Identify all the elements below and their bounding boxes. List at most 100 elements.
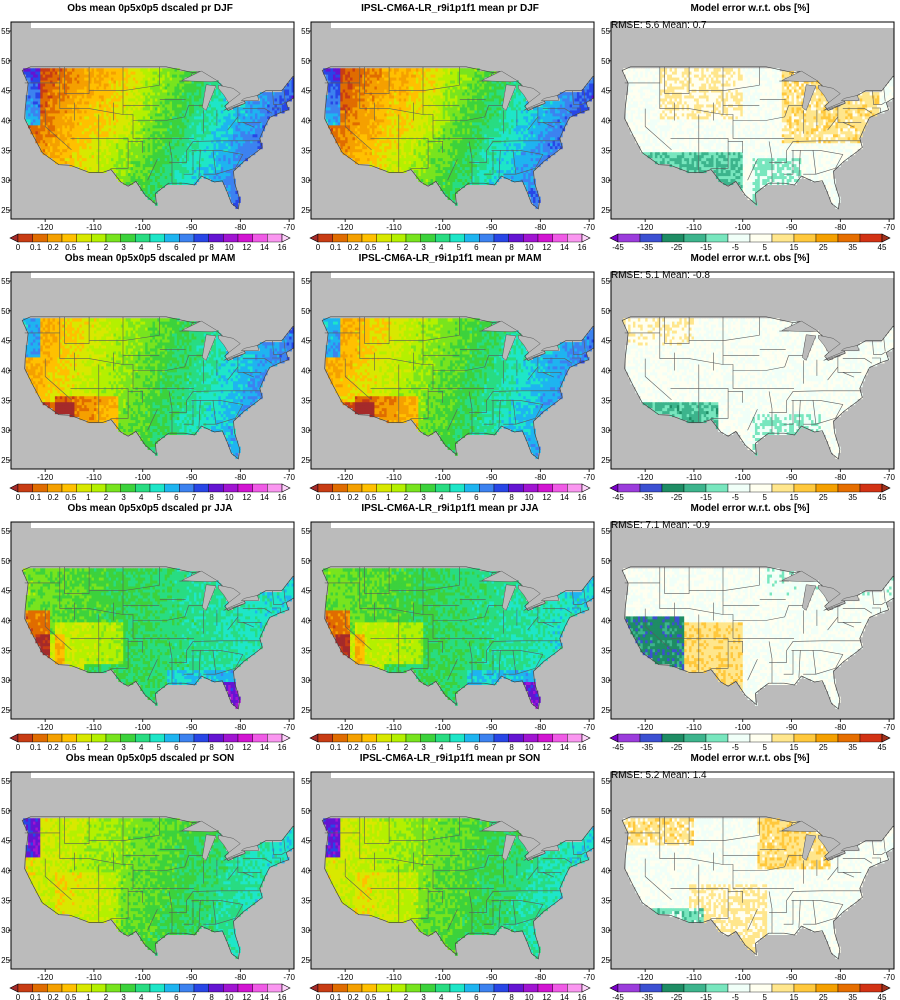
colorbar-label: -45 (612, 243, 624, 250)
colorbar-label: -25 (671, 243, 683, 250)
colorbar-label: 0.2 (348, 243, 360, 250)
map-panel: IPSL-CM6A-LR_r9i1p1f1 mean pr DJF -120 -11… (300, 0, 600, 250)
lat-tick-label: 55 (601, 277, 610, 286)
colorbar-label: 0.1 (330, 993, 342, 1000)
lon-tick-label: -100 (435, 973, 452, 982)
lat-tick-label: 35 (601, 146, 610, 155)
lat-tick-label: 45 (601, 837, 610, 846)
colorbar: -45 -35 -25 -15 -5 5 15 25 35 45 (609, 233, 891, 250)
colorbar-label: 1 (386, 243, 391, 250)
colorbar-label: 16 (278, 243, 287, 250)
lon-tick-label: -70 (583, 473, 595, 482)
lat-tick-label: 25 (601, 456, 610, 465)
map-plot: -120 -110 -100 -90 -80 -70 25 30 35 40 45 50 55 -45 -3… (601, 21, 895, 250)
lat-tick-label: 25 (601, 706, 610, 715)
colorbar-label: -45 (612, 493, 624, 500)
colorbar-label: 14 (560, 993, 569, 1000)
lat-tick-label: 40 (1, 867, 10, 876)
lat-tick-label: 40 (601, 117, 610, 126)
colorbar-label: 12 (542, 493, 551, 500)
lon-tick-label: -70 (883, 223, 895, 232)
lat-tick-label: 55 (301, 777, 310, 786)
colorbar-label: 16 (278, 493, 287, 500)
colorbar-label: 0.1 (30, 743, 42, 750)
colorbar-label: 14 (260, 243, 269, 250)
colorbar-label: 7 (492, 743, 497, 750)
gridded-field (323, 568, 594, 709)
colorbar-label: 10 (225, 243, 234, 250)
lat-tick-label: 55 (1, 527, 10, 536)
colorbar: 0 0.1 0.2 0.5 1 2 3 4 5 6 7 8 10 12 14 16 (9, 983, 291, 1000)
state-boundaries (21, 316, 294, 460)
lon-tick-label: -80 (835, 973, 847, 982)
colorbar: -45 -35 -25 -15 -5 5 15 25 35 45 (609, 983, 891, 1000)
colorbar-label: 16 (278, 743, 287, 750)
colorbar-label: 3 (421, 493, 426, 500)
lat-tick-label: 35 (1, 896, 10, 905)
lat-tick-label: 55 (1, 27, 10, 36)
lon-tick-label: -100 (735, 223, 752, 232)
colorbar-label: 25 (819, 493, 828, 500)
lon-tick-label: -110 (386, 973, 402, 982)
lat-tick-label: 40 (301, 117, 310, 126)
lat-tick-label: 50 (601, 307, 610, 316)
lat-tick-label: 40 (601, 367, 610, 376)
lon-tick-label: -70 (883, 973, 895, 982)
colorbar-label: 2 (404, 493, 409, 500)
lat-tick-label: 35 (301, 146, 310, 155)
colorbar-label: 14 (560, 743, 569, 750)
colorbar-label: -25 (671, 743, 683, 750)
colorbar-label: 2 (404, 243, 409, 250)
lon-tick-label: -100 (135, 223, 152, 232)
colorbar-label: 10 (225, 743, 234, 750)
lon-tick-label: -110 (386, 223, 402, 232)
lat-tick-label: 40 (601, 867, 610, 876)
colorbar-label: 4 (439, 243, 444, 250)
colorbar-label: 8 (509, 993, 514, 1000)
lat-tick-label: 30 (601, 426, 610, 435)
colorbar-label: 15 (790, 743, 799, 750)
lat-tick-label: 30 (301, 426, 310, 435)
lat-tick-label: 40 (601, 617, 610, 626)
lon-tick-label: -110 (686, 973, 702, 982)
colorbar-label: 0.2 (48, 743, 60, 750)
colorbar-label: 0 (316, 243, 321, 250)
lat-tick-label: 25 (1, 206, 10, 215)
lon-tick-label: -100 (435, 723, 452, 732)
lat-tick-label: 30 (301, 676, 310, 685)
lon-tick-label: -120 (37, 723, 54, 732)
colorbar-label: -35 (642, 993, 654, 1000)
colorbar-label: -45 (612, 993, 624, 1000)
colorbar-label: 1 (386, 993, 391, 1000)
colorbar-label: 3 (421, 743, 426, 750)
colorbar: -45 -35 -25 -15 -5 5 15 25 35 45 (609, 733, 891, 750)
colorbar-label: 5 (762, 993, 767, 1000)
lat-tick-label: 25 (1, 456, 10, 465)
colorbar-label: 6 (174, 243, 179, 250)
lon-tick-label: -90 (486, 223, 498, 232)
lon-tick-label: -110 (686, 473, 702, 482)
colorbar-label: 0.5 (65, 493, 77, 500)
colorbar-label: 8 (509, 743, 514, 750)
lon-tick-label: -120 (37, 473, 54, 482)
lon-tick-label: -110 (86, 973, 102, 982)
lat-tick-label: 40 (1, 617, 10, 626)
colorbar-label: 25 (819, 993, 828, 1000)
lon-tick-label: -100 (135, 473, 152, 482)
colorbar-label: -15 (700, 993, 712, 1000)
colorbar-label: 6 (474, 243, 479, 250)
map-panel: Obs mean 0p5x0p5 dscaled pr SON -120 -110 -… (0, 750, 300, 1000)
lat-tick-label: 50 (301, 307, 310, 316)
colorbar-label: 5 (157, 993, 162, 1000)
lat-tick-label: 55 (1, 277, 10, 286)
panel-title: IPSL-CM6A-LR_r9i1p1f1 mean pr SON (300, 753, 600, 764)
colorbar-label: 0 (316, 743, 321, 750)
lon-tick-label: -110 (386, 723, 402, 732)
rmse-mean-stats: RMSE: 5.2 Mean: 1.4 (611, 770, 707, 781)
colorbar-label: 2 (104, 743, 109, 750)
colorbar-label: 0 (16, 243, 21, 250)
colorbar-label: 4 (139, 493, 144, 500)
colorbar-label: 16 (578, 243, 587, 250)
